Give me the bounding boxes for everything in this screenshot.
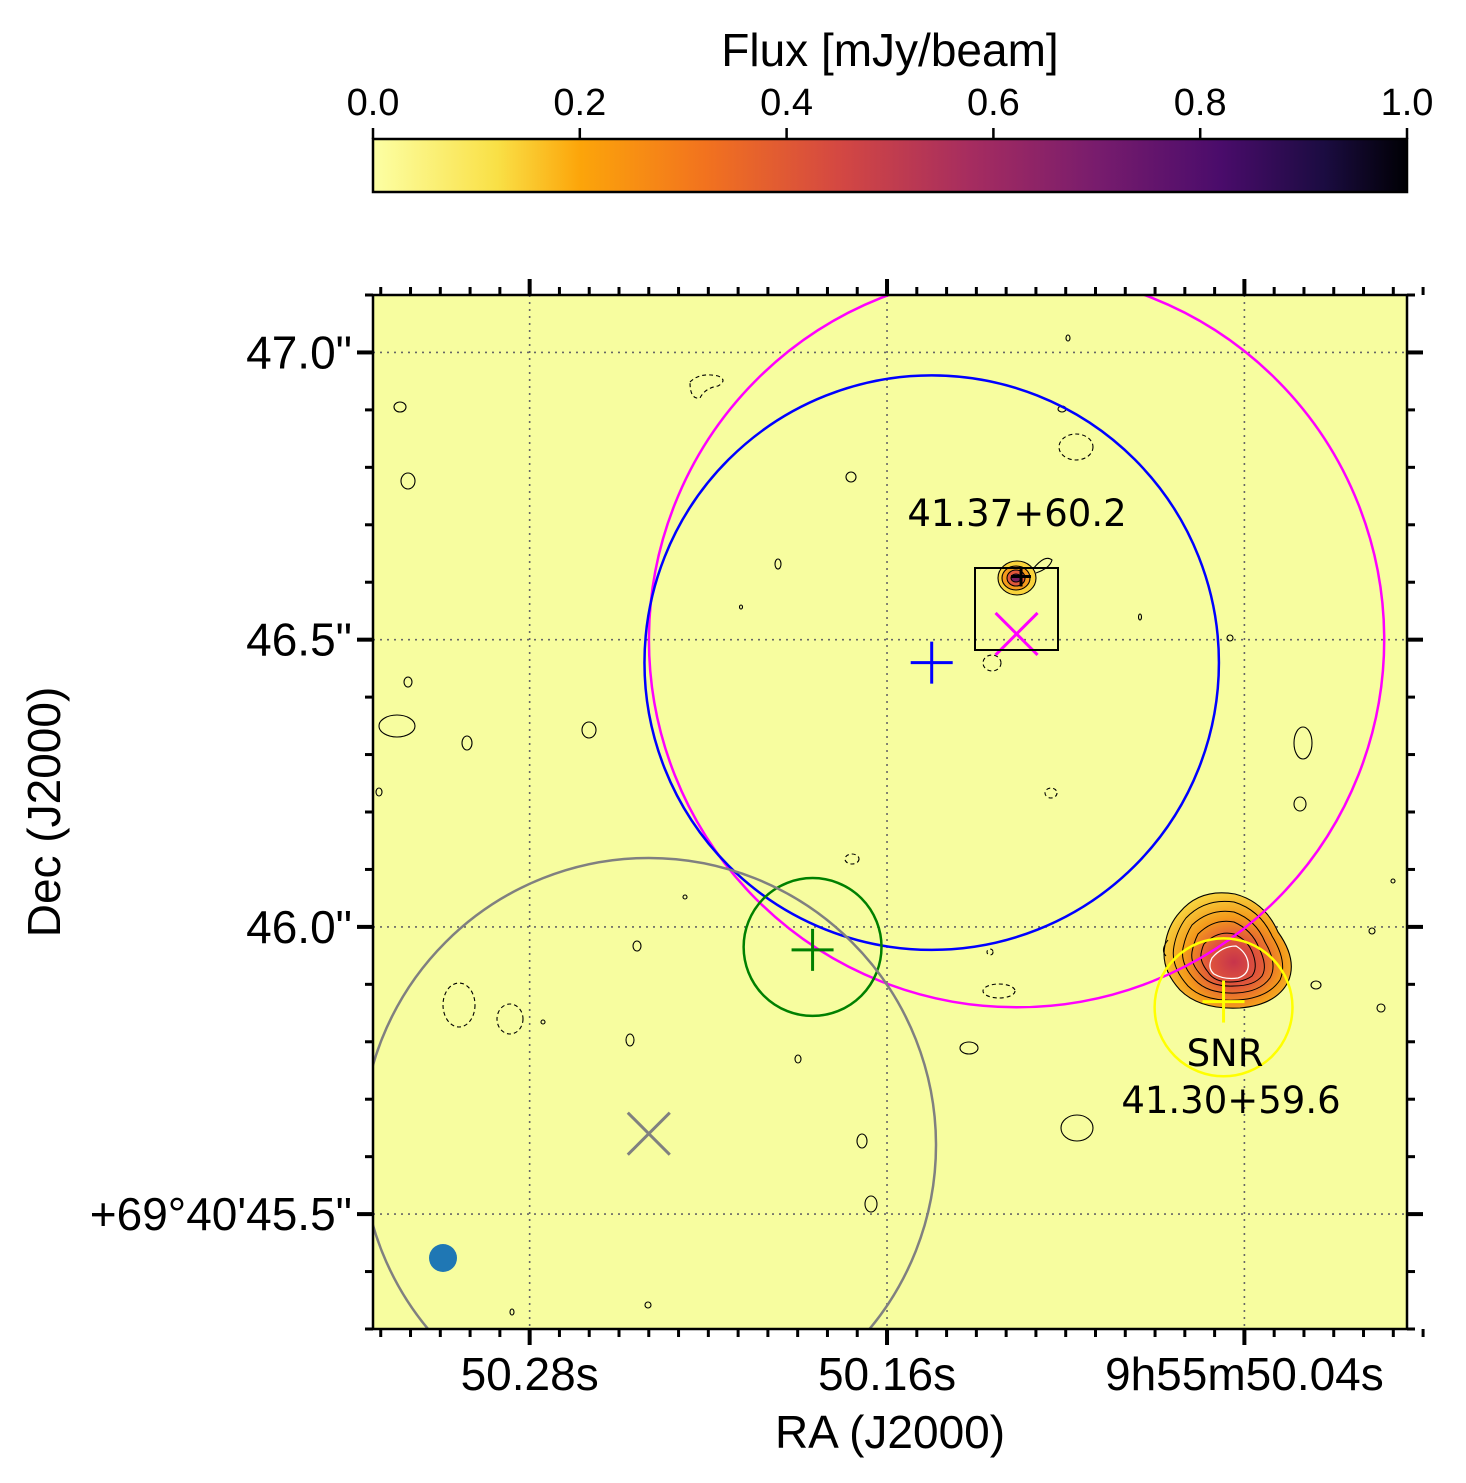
beam-ellipse	[429, 1244, 457, 1272]
colorbar-tick-label: 0.0	[347, 82, 400, 124]
colorbar-tick-label: 0.8	[1174, 82, 1227, 124]
y-tick-label: 46.5"	[246, 614, 352, 666]
colorbar-tick-label: 1.0	[1381, 82, 1434, 124]
snr-contours	[1162, 892, 1292, 1009]
y-tick-label: 46.0"	[246, 901, 352, 953]
colorbar-tick-label: 0.4	[760, 82, 813, 124]
y-tick-labels: 47.0" 46.5" 46.0" +69°40'45.5"	[90, 326, 352, 1240]
source-label-41-37: 41.37+60.2	[907, 492, 1126, 535]
source-41-37-box	[974, 567, 1059, 651]
colorbar: Flux [mJy/beam] 0.0 0.2 0.4 0.6 0.8 1.0	[347, 24, 1434, 194]
colorbar-tick-label: 0.6	[967, 82, 1020, 124]
error-circles	[373, 295, 1386, 1329]
axis-ticks	[357, 279, 1425, 1345]
error-circle	[1153, 937, 1294, 1078]
colorbar-ticks: 0.0 0.2 0.4 0.6 0.8 1.0	[347, 82, 1434, 139]
source-label-snr-line1: SNR	[1187, 1032, 1264, 1075]
colorbar-tick-label: 0.2	[553, 82, 606, 124]
error-circle	[647, 295, 1386, 1009]
x-marker	[626, 1111, 671, 1156]
x-tick-label: 50.16s	[818, 1348, 956, 1400]
y-axis-label: Dec (J2000)	[18, 687, 70, 938]
y-tick-label: 47.0"	[246, 326, 352, 378]
plus-marker	[1202, 980, 1245, 1023]
colorbar-label: Flux [mJy/beam]	[721, 24, 1058, 76]
y-tick-label: +69°40'45.5"	[90, 1188, 352, 1240]
x-axis-label: RA (J2000)	[775, 1406, 1005, 1458]
plot-frame	[371, 293, 1409, 1331]
x-marker	[994, 611, 1039, 656]
plus-marker	[910, 641, 953, 684]
plot-area: 41.37+60.2 SNR 41.30+59.6 50.28s 50.16s 9h…	[18, 279, 1425, 1458]
position-markers	[626, 566, 1245, 1156]
negative-contours	[442, 374, 1094, 1035]
image-background	[373, 295, 1407, 1329]
plus-marker	[1011, 566, 1032, 587]
x-tick-label: 50.28s	[461, 1348, 599, 1400]
colorbar-gradient	[371, 137, 1409, 194]
plus-marker	[791, 928, 834, 971]
x-tick-label: 9h55m50.04s	[1105, 1348, 1384, 1400]
error-circle	[742, 876, 883, 1018]
x-tick-labels: 50.28s 50.16s 9h55m50.04s	[461, 1348, 1384, 1400]
noise-contours	[375, 334, 1396, 1316]
error-circle	[643, 374, 1221, 952]
source-label-snr-line2: 41.30+59.6	[1121, 1079, 1340, 1122]
error-circle	[373, 856, 938, 1329]
